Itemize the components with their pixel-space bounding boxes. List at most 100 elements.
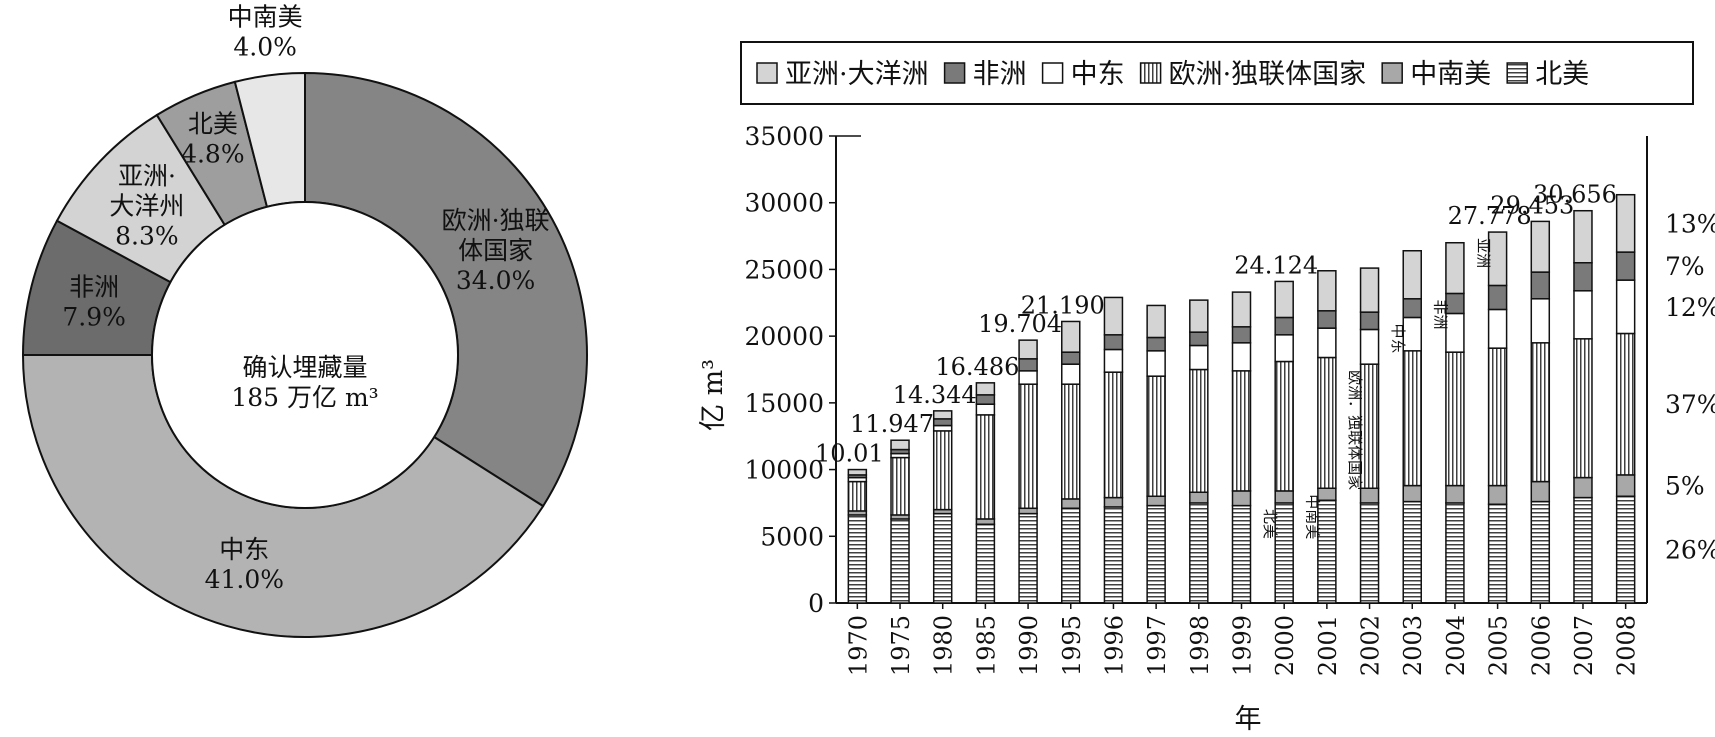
bar-stack [1189,299,1209,604]
slice-name-label: 中南美 [228,3,303,32]
bar-segment [1018,383,1038,510]
slice-name-label: 亚洲· [118,162,176,191]
bar-segment [1231,326,1252,344]
bar-segment [1103,334,1124,351]
x-tick-label: 2004 [1442,615,1470,676]
bar-segment [1061,351,1081,365]
bar-segment [1061,320,1081,353]
center-label-line1: 确认埋藏量 [242,353,367,382]
bar-segment [1018,507,1038,515]
bar-segment [1359,328,1380,365]
bar-segment [1103,296,1124,336]
bar-segment [1274,280,1294,319]
series-annotation: 亚洲 [1474,238,1492,268]
bar-total-label: 16.486 [935,353,1019,381]
bar-segment [932,418,953,427]
y-tick-label: 5000 [760,522,824,551]
bar-stack [1530,220,1551,604]
legend-label: 北美 [1535,59,1589,90]
y-axis-title: 亿 m³ [698,359,729,431]
bar-segment [1573,496,1593,604]
bar-stack [847,468,868,604]
slice-name-label: 北美 [188,109,238,138]
bar-segment [1018,339,1038,360]
bar-segment [847,468,868,476]
bar-segment [1573,476,1593,499]
legend-swatch [943,62,966,84]
bar-segment [1487,503,1508,604]
bar-segment [975,403,996,416]
bar-segment [1189,368,1209,494]
y-tick-label: 0 [808,589,824,618]
bar-stack [890,439,910,604]
slice-value-label: 4.0% [233,33,297,62]
bar-segment [1189,491,1209,504]
x-tick-label: 2007 [1570,615,1598,676]
bar-segment [1231,291,1252,328]
legend-label: 欧洲·独联体国家 [1169,59,1367,90]
bar-total-label: 21.190 [1021,291,1105,319]
slice-value-label: 7.9% [62,303,126,332]
bar-segment [1146,304,1166,339]
bar-total-label: 27.778 [1448,202,1532,230]
donut-labels: 欧洲·独联体国家34.0%中东41.0%非洲7.9%亚洲·大洋州8.3%北美4.… [62,3,549,594]
bar-segment [1274,334,1294,363]
y-tick-label: 10000 [744,456,824,485]
bar-segment [1274,316,1294,336]
series-annotation: 欧洲．独联体国家 [1346,370,1364,490]
bar-segment [1189,502,1209,604]
bar-stack [1573,209,1593,604]
bar-segment [1189,331,1209,347]
bar-stack [1359,267,1380,604]
bar-segment [1231,504,1252,604]
x-tick-label: 2005 [1485,615,1513,676]
y-tick-label: 30000 [744,189,824,218]
bar-total-label: 19.704 [978,310,1062,338]
x-tick-label: 2003 [1399,615,1427,676]
bar-segment [932,430,953,511]
bar-total-label: 10.01 [815,440,884,468]
x-tick-label: 2002 [1357,615,1385,676]
bar-stack [1487,231,1508,604]
bar-segment [1018,512,1038,604]
legend-frame [740,41,1694,105]
bar-segment [1274,360,1294,492]
bar-segment [1573,290,1593,340]
bar-segment [1274,490,1294,504]
bar-segment [1615,193,1636,253]
bar-segment [1231,370,1252,492]
bar-stack [1274,280,1294,604]
bar-segment [1231,490,1252,507]
bar-stack [1061,320,1081,604]
slice-value-label: 34.0% [456,266,535,295]
x-tick-label: 2008 [1613,615,1641,676]
legend-label: 中南美 [1410,59,1491,90]
bar-segment [1061,498,1081,510]
slice-name-label: 非洲 [69,273,119,302]
bar-segment [1530,342,1551,483]
donut-hole [151,201,459,509]
legend-label: 中东 [1071,59,1125,90]
share-label: 12% [1665,293,1715,322]
bar-segment [1573,262,1593,292]
legend-label: 亚洲·大洋洲 [785,59,929,90]
bar-segment [1146,375,1166,498]
bar-segment [1146,495,1166,507]
center-label-line2: 185 万亿 m³ [231,383,378,412]
bar-segment [1402,350,1422,487]
bar-total-label: 29.453 [1490,191,1574,219]
bar-stack [1231,291,1252,604]
bar-segment [1445,502,1465,604]
bar-stack [932,410,953,604]
bar-segment [1359,502,1380,604]
bar-stack [1445,241,1465,604]
bar-total-label: 14.344 [893,381,977,409]
bar-segment [1231,342,1252,372]
x-tick-label: 1970 [844,615,872,676]
share-label: 5% [1665,472,1705,501]
x-tick-label: 2001 [1314,615,1342,676]
bar-segment [847,514,868,604]
x-tick-label: 2006 [1527,615,1555,676]
series-annotation: 中东 [1389,323,1407,353]
